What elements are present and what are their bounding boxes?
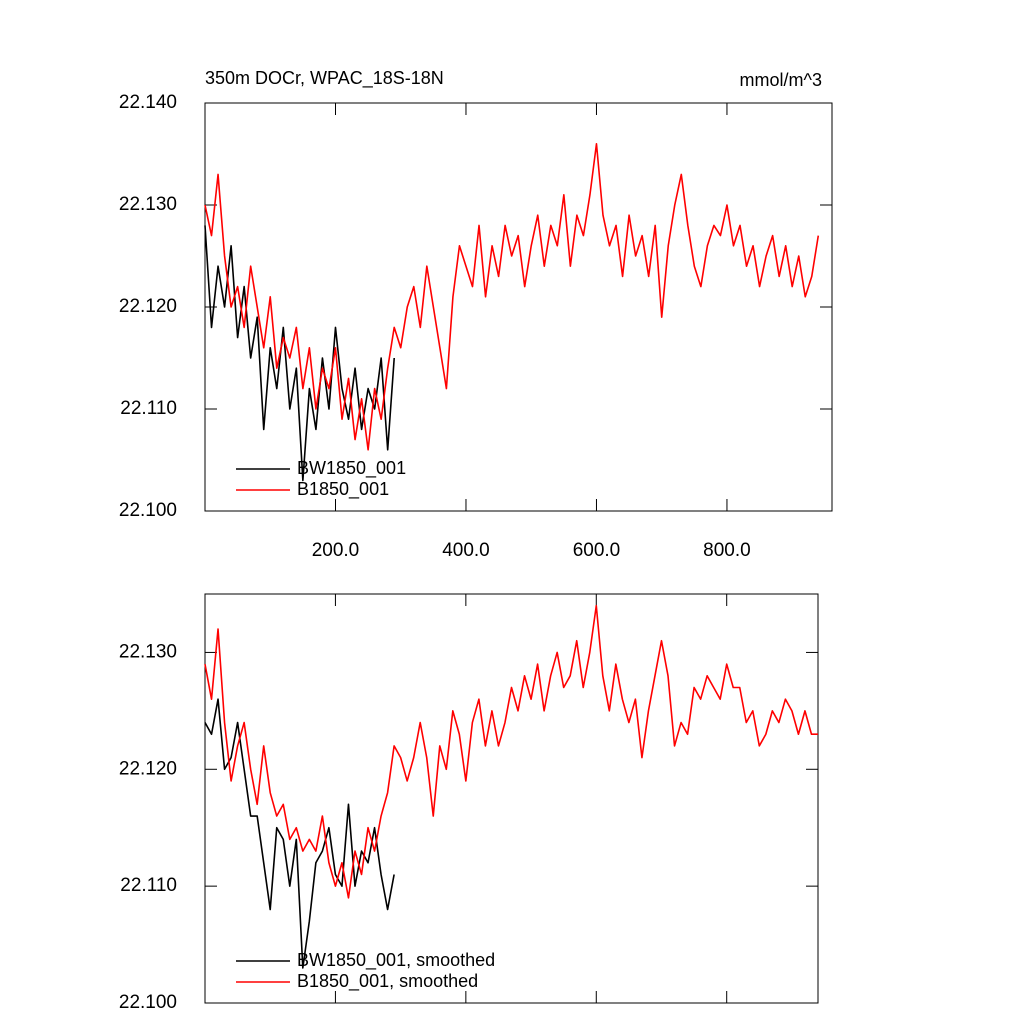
- series-line: [204, 698, 395, 969]
- units-label: mmol/m^3: [740, 70, 822, 90]
- legend-label: BW1850_001, smoothed: [297, 950, 495, 971]
- y-tick-label: 22.120: [119, 758, 177, 779]
- plot-frame: [204, 593, 819, 1004]
- y-tick-label: 22.100: [119, 992, 177, 1013]
- chart-title: 350m DOCr, WPAC_18S-18N: [205, 68, 444, 89]
- y-tick-label: 22.130: [119, 641, 177, 662]
- legend-label: BW1850_001: [297, 458, 406, 479]
- y-tick-label: 22.140: [119, 92, 177, 113]
- y-tick-label: 22.110: [120, 398, 177, 419]
- series-line: [204, 143, 820, 451]
- y-tick-label: 22.110: [120, 875, 177, 896]
- y-tick-label: 22.130: [119, 194, 177, 215]
- legend-label: B1850_001: [297, 479, 389, 500]
- legend-label: B1850_001, smoothed: [297, 971, 478, 992]
- x-tick-label: 400.0: [442, 540, 490, 561]
- y-tick-label: 22.100: [119, 500, 177, 521]
- x-tick-label: 800.0: [703, 540, 751, 561]
- plot-frame: [204, 102, 833, 512]
- x-tick-label: 200.0: [312, 540, 360, 561]
- series-line: [204, 225, 396, 482]
- x-tick-label: 600.0: [573, 540, 621, 561]
- y-tick-label: 22.120: [119, 296, 177, 317]
- series-line: [204, 604, 818, 899]
